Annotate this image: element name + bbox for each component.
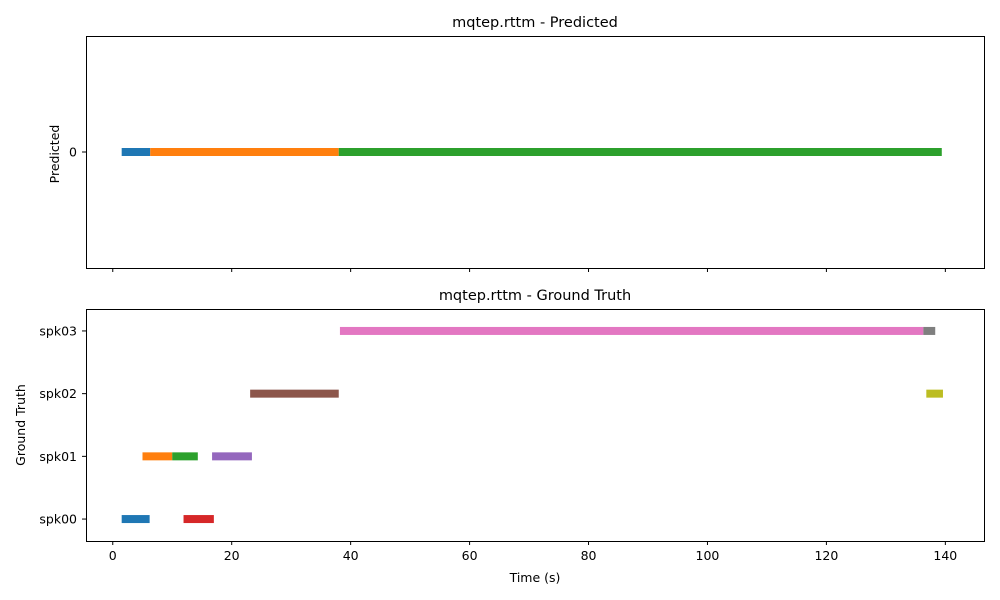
ground-truth-x-ticks: 0 20 40 60 80 100 120 140 <box>109 541 957 563</box>
predicted-plot-frame <box>86 36 985 269</box>
x-axis-label: Time (s) <box>509 570 561 585</box>
predicted-y-ticks: 0 <box>69 145 86 160</box>
segment-bar-spk01-1 <box>142 452 173 461</box>
segment-bar-spk03-7 <box>923 326 936 335</box>
predicted-y-label: Predicted <box>47 125 62 184</box>
segment-bar-spk01-2 <box>172 452 198 461</box>
x-tick-label: 140 <box>933 548 957 563</box>
segment-bar-spk00-0 <box>121 515 150 524</box>
x-tick-label: 80 <box>581 548 597 563</box>
y-tick-label: spk03 <box>39 323 77 338</box>
segment-bar-0-2 <box>338 148 942 156</box>
segment-bar-spk03-6 <box>339 326 924 335</box>
y-tick-label: spk02 <box>39 386 77 401</box>
y-tick-label: spk01 <box>39 449 77 464</box>
x-tick-label: 120 <box>814 548 838 563</box>
ground-truth-y-ticks: spk00 spk01 spk02 spk03 <box>39 323 86 527</box>
y-tick-label: 0 <box>69 145 77 160</box>
segment-bar-0-0 <box>121 148 151 156</box>
x-tick-label: 100 <box>696 548 720 563</box>
predicted-panel: mqtep.rttm - Predicted 0 Predicted <box>47 15 985 272</box>
ground-truth-bars <box>121 326 943 524</box>
x-tick-label: 20 <box>224 548 240 563</box>
x-tick-label: 60 <box>462 548 478 563</box>
ground-truth-plot-frame <box>86 309 985 542</box>
segment-bar-spk02-8 <box>926 389 943 398</box>
segment-bar-spk01-4 <box>212 452 252 461</box>
predicted-bars <box>121 148 942 156</box>
x-tick-label: 0 <box>109 548 117 563</box>
predicted-title: mqtep.rttm - Predicted <box>452 15 618 31</box>
ground-truth-y-label: Ground Truth <box>13 384 28 466</box>
ground-truth-title: mqtep.rttm - Ground Truth <box>439 288 631 304</box>
segment-bar-0-1 <box>150 148 339 156</box>
x-tick-label: 40 <box>343 548 359 563</box>
segment-bar-spk02-5 <box>250 389 339 398</box>
y-tick-label: spk00 <box>39 512 77 527</box>
segment-bar-spk00-3 <box>183 515 214 524</box>
ground-truth-panel: mqtep.rttm - Ground Truth 0 20 40 60 80 100 12… <box>13 288 985 585</box>
